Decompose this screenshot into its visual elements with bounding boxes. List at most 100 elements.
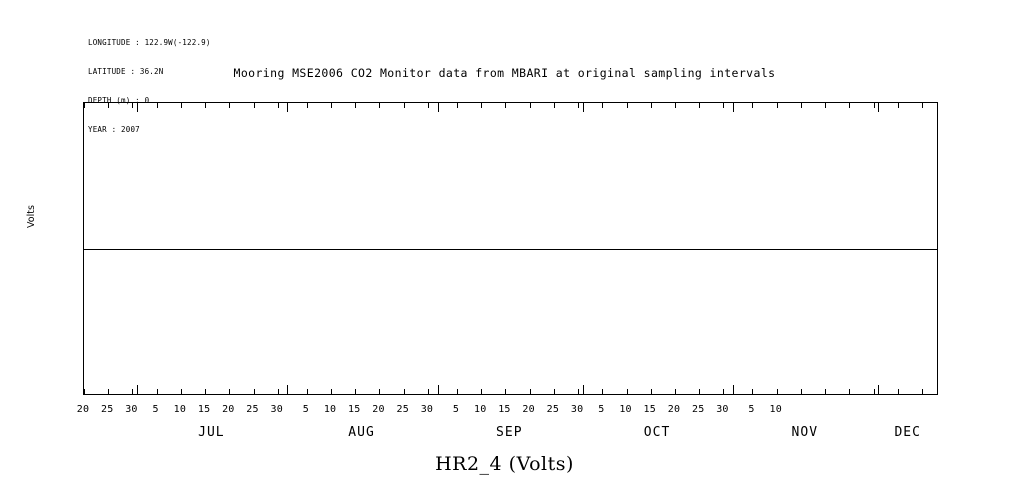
x-tick-label: 15 (498, 404, 511, 415)
x-tick-minor-top (403, 103, 405, 108)
x-tick-label: 30 (570, 404, 584, 415)
x-tick-minor-top (752, 103, 754, 108)
x-tick-minor-top (723, 103, 725, 108)
x-tick-minor (277, 389, 279, 394)
x-tick-minor-top (626, 103, 628, 108)
x-tick-minor (84, 389, 85, 394)
x-tick-major-top (287, 103, 289, 112)
x-tick-minor (481, 389, 483, 394)
x-tick-minor-top (180, 103, 182, 108)
y-tick-mid (84, 248, 90, 250)
x-month-label: SEP (496, 425, 523, 440)
x-tick-minor (306, 389, 308, 394)
x-tick-minor-top (331, 103, 333, 108)
x-tick-minor (331, 389, 333, 394)
x-tick-minor (505, 389, 507, 394)
x-tick-minor-top (229, 103, 231, 108)
x-tick-major-top (582, 103, 584, 112)
x-tick-label: 20 (372, 404, 385, 415)
x-tick-minor-top (873, 103, 875, 108)
x-tick-label: 10 (173, 404, 187, 415)
x-tick-minor (578, 389, 580, 394)
x-tick-minor (897, 389, 899, 394)
metadata-latitude: LATITUDE : 36.2N (88, 66, 164, 76)
x-tick-label: 20 (222, 404, 235, 415)
plot-caption: HR2_4 (Volts) (435, 453, 574, 475)
x-tick-minor-top (529, 103, 531, 108)
x-month-label: OCT (643, 425, 671, 440)
x-tick-minor-top (922, 103, 924, 108)
metadata-depth: DEPTH (m) : 0 (88, 95, 150, 105)
x-tick-minor-top (825, 103, 827, 108)
x-tick-minor-top (156, 103, 158, 108)
x-tick-minor (800, 389, 802, 394)
x-tick-label: 15 (348, 404, 361, 415)
x-tick-minor (849, 389, 851, 394)
x-tick-minor-top (253, 103, 255, 108)
x-tick-minor (873, 389, 875, 394)
x-tick-label: 10 (619, 404, 632, 415)
x-tick-minor (825, 389, 827, 394)
x-tick-minor (180, 389, 182, 394)
x-tick-minor-top (650, 103, 652, 108)
x-tick-label: 5 (598, 404, 605, 415)
data-series-line (84, 248, 937, 250)
x-tick-label: 25 (691, 404, 705, 415)
x-tick-minor (108, 389, 110, 394)
x-month-label: DEC (894, 425, 921, 440)
x-tick-minor-top (699, 103, 701, 108)
x-tick-minor (379, 389, 381, 394)
x-tick-label: 20 (667, 404, 681, 415)
x-tick-label: 5 (302, 404, 309, 415)
x-tick-label: 10 (769, 404, 782, 415)
x-tick-minor-top (897, 103, 899, 108)
x-tick-minor-top (553, 103, 555, 108)
x-tick-minor-top (481, 103, 483, 108)
x-tick-label: 25 (546, 404, 560, 415)
x-tick-minor-top (800, 103, 802, 108)
x-tick-label: 30 (125, 404, 138, 415)
x-tick-minor (156, 389, 158, 394)
x-month-label: AUG (348, 425, 375, 440)
x-tick-label: 30 (270, 404, 283, 415)
metadata-longitude: LONGITUDE : 122.9W(-122.9) (88, 38, 211, 48)
x-tick-minor (529, 389, 531, 394)
x-tick-minor (205, 389, 207, 394)
x-tick-minor (776, 389, 778, 394)
x-tick-label: 30 (716, 404, 729, 415)
x-tick-minor-top (578, 103, 580, 108)
x-tick-minor-top (457, 103, 458, 108)
x-tick-major (287, 385, 289, 394)
x-tick-minor (553, 389, 555, 394)
x-tick-minor (674, 389, 676, 394)
x-tick-minor-top (355, 103, 357, 108)
x-tick-minor-top (505, 103, 507, 108)
x-tick-label: 20 (76, 404, 90, 415)
x-tick-label: 25 (100, 404, 114, 415)
x-tick-label: 10 (473, 404, 487, 415)
x-month-label: JUL (198, 425, 225, 440)
x-tick-label: 25 (246, 404, 259, 415)
x-tick-minor-top (84, 103, 85, 108)
x-tick-minor (229, 389, 231, 394)
x-tick-minor-top (108, 103, 110, 108)
x-tick-major (733, 385, 735, 394)
x-tick-minor-top (602, 103, 604, 108)
x-tick-minor (427, 389, 429, 394)
x-tick-label: 5 (152, 404, 159, 415)
y-axis-title: Volts (26, 205, 37, 228)
x-tick-major-top (733, 103, 735, 112)
x-month-label: NOV (791, 425, 819, 440)
x-tick-major-top (437, 103, 439, 112)
x-tick-minor-top (849, 103, 851, 108)
x-tick-label: 15 (643, 404, 656, 415)
plot-area (83, 102, 938, 395)
x-tick-minor (355, 389, 357, 394)
x-tick-minor (650, 389, 652, 394)
x-tick-label: 10 (323, 404, 337, 415)
x-tick-major (582, 385, 584, 394)
x-tick-minor (602, 389, 604, 394)
x-tick-minor-top (427, 103, 429, 108)
x-tick-minor-top (776, 103, 778, 108)
